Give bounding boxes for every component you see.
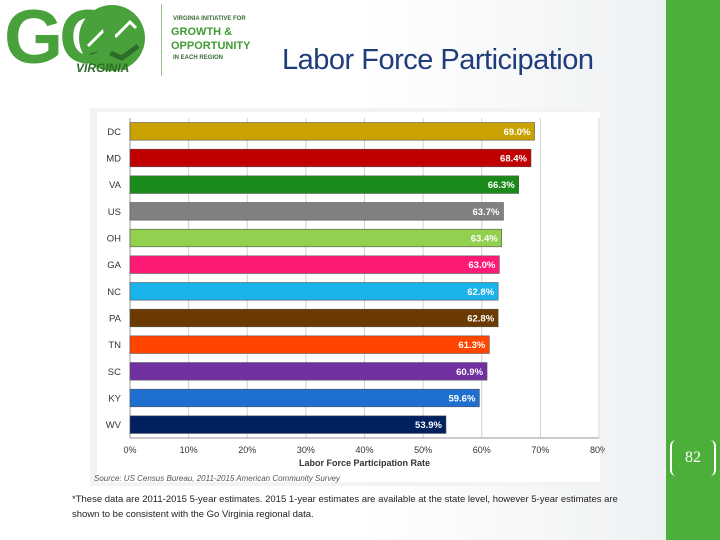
go-logo-state: VIRGINIA [76,61,130,75]
bar [129,362,488,381]
x-axis-title: Labor Force Participation Rate [299,458,430,468]
logo-tagline-bottom: IN EACH REGION [173,55,224,61]
x-tick-label: 20% [238,445,256,455]
bar-chart: 0% 10% 20% 30% 40% 50% 60% 70% 80% DC 69.0% MD 68.4%… [106,118,605,468]
data-label: 61.3% [458,340,485,351]
go-logo-text: GO [4,0,118,80]
go-virginia-logo: GO VIRGINIA VIRGINIA INITIATIVE FOR GROW… [4,0,264,85]
bar [129,255,500,274]
chart-source: Source: US Census Bureau, 2011-2015 Amer… [94,474,340,483]
bar [129,308,499,328]
x-tick-label: 80% [590,445,605,455]
x-tick-label: 10% [180,445,198,455]
category-label: TN [108,340,121,351]
data-label: 53.9% [415,420,442,431]
data-label: 68.4% [500,154,527,165]
category-label: KY [108,394,121,405]
category-label: GA [107,260,121,271]
bar [129,122,535,141]
logo-tagline-line1: GROWTH & [171,26,233,38]
data-label: 66.3% [488,180,515,191]
bar [129,148,532,168]
category-label: PA [109,314,122,325]
bar [129,228,502,248]
page-title: Labor Force Participation [282,44,594,76]
category-label: MD [106,154,121,165]
data-label: 63.4% [471,234,498,245]
bar [129,415,447,434]
bar [129,335,490,354]
logo-tagline-line2: OPPORTUNITY [171,40,251,52]
page-number-box: 82 [670,440,716,476]
side-accent-bar [666,0,720,540]
category-label: NC [107,287,121,298]
page-number: 82 [685,449,701,466]
go-logo-graphic [79,5,145,71]
x-tick-label: 30% [297,445,315,455]
logo-tagline-top: VIRGINIA INITIATIVE FOR [173,16,246,22]
bar [129,282,499,301]
x-tick-label: 40% [355,445,373,455]
category-label: US [108,207,121,218]
bar [129,388,480,408]
x-tick-label: 60% [473,445,491,455]
category-label: DC [107,127,121,138]
category-label: SC [108,367,121,378]
data-label: 63.0% [468,260,495,271]
data-label: 62.8% [467,314,494,325]
category-label: WV [106,420,122,431]
data-label: 69.0% [504,127,531,138]
data-label: 63.7% [473,207,500,218]
data-label: 60.9% [456,367,483,378]
bar [129,202,504,221]
category-label: VA [109,180,122,191]
x-tick-label: 0% [123,445,136,455]
x-tick-label: 50% [414,445,432,455]
data-label: 59.6% [448,394,475,405]
bar [129,175,519,194]
footnote: *These data are 2011-2015 5-year estimat… [72,494,618,520]
go-logo-mark: GO VIRGINIA [4,0,154,85]
x-tick-label: 70% [531,445,549,455]
logo-divider [161,4,162,76]
category-label: OH [107,234,121,245]
data-label: 62.8% [467,287,494,298]
